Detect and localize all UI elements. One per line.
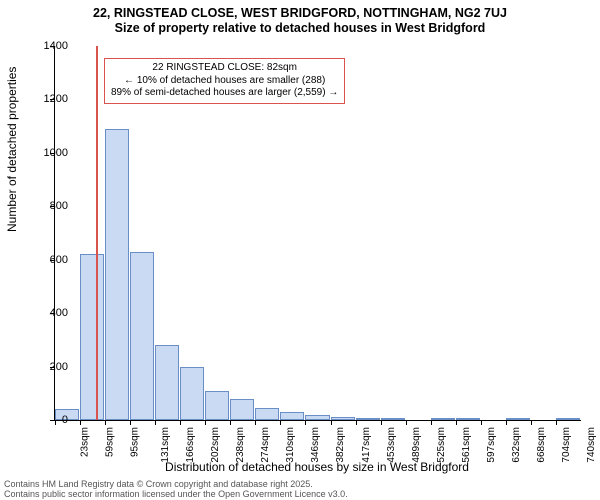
x-tick-label: 346sqm <box>311 427 322 463</box>
histogram-bar <box>331 417 355 420</box>
histogram-bar <box>506 418 530 420</box>
y-tick-label: 400 <box>28 307 68 319</box>
histogram-bar <box>105 129 129 420</box>
histogram-bar <box>255 408 279 420</box>
histogram-bar <box>556 418 580 420</box>
x-tick-label: 417sqm <box>361 427 372 463</box>
x-tick-label: 489sqm <box>411 427 422 463</box>
x-tick-label: 597sqm <box>486 427 497 463</box>
x-tick-label: 704sqm <box>561 427 572 463</box>
callout-line3: 89% of semi-detached houses are larger (… <box>111 87 338 100</box>
y-tick-label: 1200 <box>28 93 68 105</box>
title-subtitle: Size of property relative to detached ho… <box>0 20 600 35</box>
x-tick <box>381 420 382 425</box>
x-tick <box>130 420 131 425</box>
y-tick-label: 200 <box>28 361 68 373</box>
callout-box: 22 RINGSTEAD CLOSE: 82sqm ← 10% of detac… <box>104 58 345 104</box>
x-tick-label: 95sqm <box>130 427 141 457</box>
x-tick-label: 561sqm <box>461 427 472 463</box>
callout-line1: 22 RINGSTEAD CLOSE: 82sqm <box>111 62 338 75</box>
x-tick <box>331 420 332 425</box>
histogram-bar <box>155 345 179 420</box>
x-tick <box>255 420 256 425</box>
x-tick-label: 274sqm <box>260 427 271 463</box>
x-tick <box>205 420 206 425</box>
x-tick <box>456 420 457 425</box>
x-tick-label: 238sqm <box>235 427 246 463</box>
x-tick <box>180 420 181 425</box>
histogram-bar <box>381 418 405 420</box>
x-tick-label: 382sqm <box>336 427 347 463</box>
histogram-bar <box>356 418 380 420</box>
x-tick <box>531 420 532 425</box>
histogram-bar <box>230 399 254 420</box>
x-tick <box>356 420 357 425</box>
x-tick <box>556 420 557 425</box>
x-tick <box>80 420 81 425</box>
y-axis-label: Number of detached properties <box>5 67 19 232</box>
x-tick-label: 202sqm <box>210 427 221 463</box>
x-tick <box>506 420 507 425</box>
x-tick <box>280 420 281 425</box>
title-address: 22, RINGSTEAD CLOSE, WEST BRIDGFORD, NOT… <box>0 0 600 20</box>
x-tick <box>155 420 156 425</box>
histogram-bar <box>280 412 304 420</box>
y-tick-label: 1000 <box>28 147 68 159</box>
callout-line2: ← 10% of detached houses are smaller (28… <box>111 75 338 88</box>
plot-wrap: 23sqm59sqm95sqm131sqm166sqm202sqm238sqm2… <box>54 46 580 420</box>
y-tick-label: 800 <box>28 200 68 212</box>
x-tick-label: 668sqm <box>536 427 547 463</box>
histogram-bar <box>456 418 480 420</box>
histogram-bar <box>205 391 229 420</box>
x-tick-label: 525sqm <box>436 427 447 463</box>
x-tick <box>230 420 231 425</box>
x-axis-label: Distribution of detached houses by size … <box>54 460 580 474</box>
marker-line <box>96 46 98 420</box>
y-tick-label: 1400 <box>28 40 68 52</box>
x-tick-label: 59sqm <box>105 427 116 457</box>
x-tick-label: 166sqm <box>185 427 196 463</box>
x-tick <box>481 420 482 425</box>
histogram-bar <box>180 367 204 420</box>
histogram-bar <box>431 418 455 420</box>
x-tick-label: 632sqm <box>511 427 522 463</box>
histogram-bar <box>305 415 329 420</box>
x-tick-label: 740sqm <box>586 427 597 463</box>
x-tick <box>431 420 432 425</box>
histogram-bar <box>130 252 154 420</box>
y-tick-label: 0 <box>28 414 68 426</box>
x-tick <box>305 420 306 425</box>
x-tick-label: 131sqm <box>160 427 171 463</box>
histogram-bar <box>80 254 104 420</box>
x-tick-label: 453sqm <box>386 427 397 463</box>
footer-line2: Contains public sector information licen… <box>0 489 348 500</box>
x-tick-label: 310sqm <box>285 427 296 463</box>
x-tick <box>105 420 106 425</box>
x-tick <box>406 420 407 425</box>
y-tick-label: 600 <box>28 254 68 266</box>
x-tick-label: 23sqm <box>80 427 91 457</box>
